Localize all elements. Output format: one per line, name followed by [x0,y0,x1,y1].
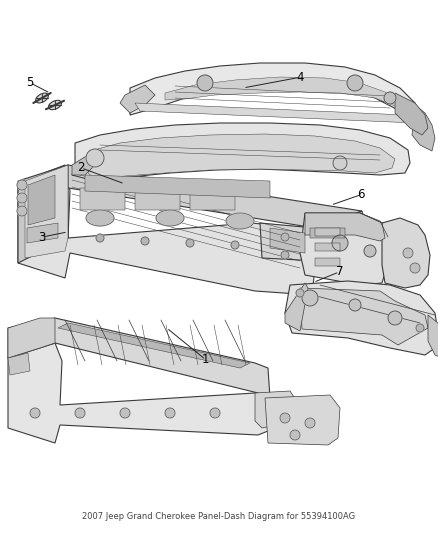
Polygon shape [72,155,95,175]
Circle shape [333,156,347,170]
Circle shape [388,311,402,325]
Polygon shape [72,123,410,181]
Polygon shape [428,315,438,358]
Polygon shape [382,218,430,288]
Polygon shape [80,188,125,210]
Polygon shape [270,228,305,253]
Text: 4: 4 [296,71,304,84]
Text: 3: 3 [38,231,45,244]
Circle shape [17,206,27,216]
Polygon shape [190,188,235,210]
Circle shape [332,235,348,251]
Polygon shape [265,395,340,445]
Polygon shape [285,283,308,331]
Polygon shape [315,258,340,266]
Text: 1: 1 [202,353,210,366]
Circle shape [30,408,40,418]
Text: 7: 7 [336,265,343,278]
Circle shape [290,430,300,440]
Polygon shape [300,213,388,285]
Circle shape [305,418,315,428]
Text: 6: 6 [357,188,365,201]
Circle shape [403,248,413,258]
Circle shape [281,251,289,259]
Polygon shape [255,391,298,428]
Polygon shape [8,318,55,358]
Circle shape [416,324,424,332]
Polygon shape [395,93,428,135]
Text: 2: 2 [77,161,85,174]
Circle shape [86,149,104,167]
Circle shape [384,92,396,104]
Polygon shape [8,318,270,398]
Polygon shape [8,343,270,443]
Polygon shape [88,134,395,179]
Circle shape [410,263,420,273]
Circle shape [17,180,27,190]
Polygon shape [300,288,428,345]
Polygon shape [25,165,362,228]
Circle shape [141,237,149,245]
Circle shape [197,75,213,91]
Polygon shape [58,323,250,368]
Polygon shape [27,223,58,243]
Polygon shape [135,103,415,123]
Circle shape [186,239,194,247]
Circle shape [96,234,104,242]
Circle shape [231,241,239,249]
Polygon shape [120,85,155,113]
Polygon shape [315,228,340,236]
Polygon shape [135,188,180,210]
Polygon shape [8,353,30,375]
Circle shape [364,245,376,257]
Text: 5: 5 [26,76,33,89]
Polygon shape [310,228,345,238]
Polygon shape [315,243,340,251]
Polygon shape [305,213,385,241]
Circle shape [165,408,175,418]
Polygon shape [412,105,435,151]
Circle shape [17,193,27,203]
Polygon shape [285,281,438,355]
Polygon shape [18,165,68,263]
Polygon shape [85,175,270,198]
Circle shape [349,299,361,311]
Circle shape [75,408,85,418]
Ellipse shape [35,93,48,103]
Circle shape [296,289,304,297]
Polygon shape [130,63,420,133]
Polygon shape [260,211,365,261]
Circle shape [281,233,289,241]
Polygon shape [18,165,315,295]
Text: 2007 Jeep Grand Cherokee Panel-Dash Diagram for 55394100AG: 2007 Jeep Grand Cherokee Panel-Dash Diag… [82,512,356,521]
Polygon shape [165,77,408,113]
Circle shape [120,408,130,418]
Ellipse shape [156,210,184,226]
Ellipse shape [49,100,62,110]
Ellipse shape [226,213,254,229]
Circle shape [280,413,290,423]
Circle shape [347,75,363,91]
Polygon shape [28,175,55,225]
Circle shape [302,290,318,306]
Polygon shape [25,165,68,258]
Circle shape [210,408,220,418]
Ellipse shape [86,210,114,226]
